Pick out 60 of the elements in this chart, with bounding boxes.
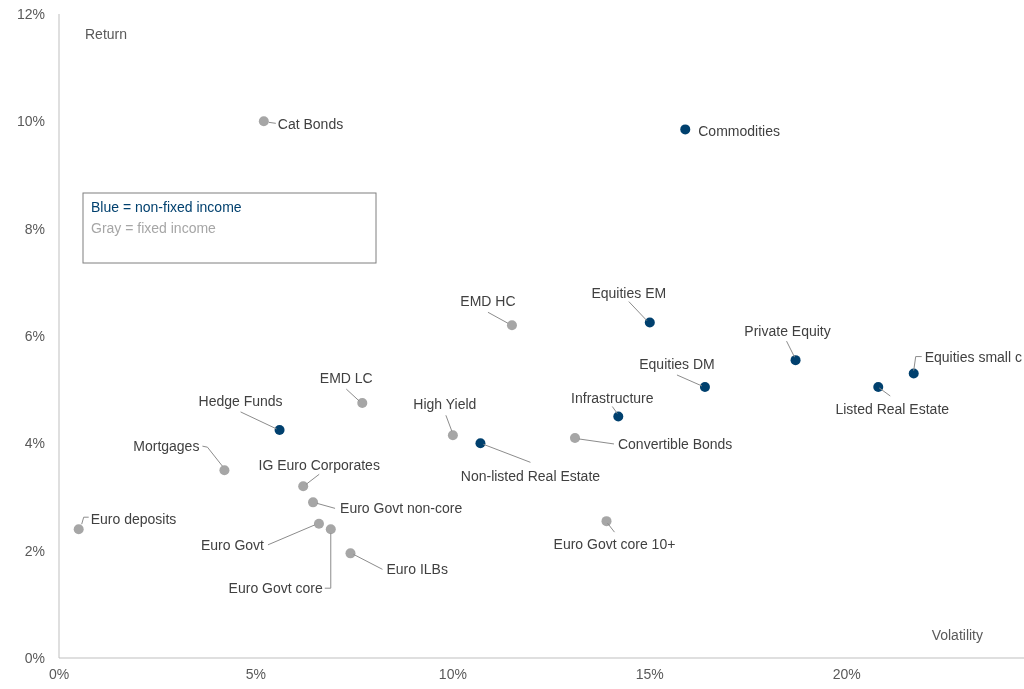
point — [699, 381, 710, 392]
annotation: Listed Real Estate — [835, 400, 950, 417]
annotation: Cat Bonds — [277, 116, 344, 133]
x-tick-label: 0% — [48, 665, 70, 682]
x-tick-label: 10% — [438, 665, 467, 682]
annotation: Gray = fixed income — [91, 220, 217, 236]
y-axis-title: Return — [85, 26, 128, 42]
point — [644, 317, 655, 328]
x-axis-title: Volatility — [931, 627, 983, 643]
point — [308, 497, 319, 508]
point — [325, 524, 336, 535]
point — [313, 518, 324, 529]
x-tick-label: 20% — [832, 665, 861, 682]
annotation: EMD HC — [460, 293, 516, 310]
point — [908, 368, 919, 379]
point — [601, 516, 612, 527]
annotation: High Yield — [413, 396, 477, 413]
point — [569, 432, 580, 443]
y-tick-label: 4% — [24, 435, 45, 452]
point — [274, 424, 285, 435]
x-tick-label: 15% — [635, 665, 664, 682]
annotation: Euro Govt — [200, 536, 265, 553]
annotation: Commodities — [698, 123, 780, 140]
annotation: Equities DM — [639, 355, 715, 372]
annotation: Euro ILBs — [386, 561, 448, 578]
point — [345, 548, 356, 559]
annotation: Convertible Bonds — [617, 435, 733, 452]
point — [475, 438, 486, 449]
annotation: EMD LC — [319, 370, 373, 387]
annotation: Blue = non-fixed income — [91, 199, 242, 215]
annotation: Equities EM — [591, 284, 667, 301]
point — [73, 524, 84, 535]
y-tick-label: 12% — [16, 5, 45, 22]
y-tick-label: 2% — [24, 542, 45, 559]
y-tick-label: 0% — [24, 649, 45, 666]
annotation: Equities small c — [924, 348, 1022, 365]
point — [613, 411, 624, 422]
annotation: Mortgages — [133, 438, 200, 455]
y-tick-label: 6% — [24, 327, 45, 344]
point — [790, 355, 801, 366]
x-tick-label: 5% — [245, 665, 267, 682]
point — [258, 116, 269, 127]
y-tick-label: 10% — [16, 113, 45, 130]
y-tick-label: 8% — [24, 220, 45, 237]
point — [873, 381, 884, 392]
annotation: Private Equity — [744, 323, 831, 340]
annotation: Euro Govt non-core — [340, 500, 463, 517]
point — [447, 430, 458, 441]
point — [680, 124, 691, 135]
annotation: IG Euro Corporates — [258, 457, 380, 474]
point — [506, 320, 517, 331]
point — [298, 481, 309, 492]
annotation: Euro Govt core 10+ — [553, 536, 676, 553]
point — [357, 398, 368, 409]
annotation: Infrastructure — [571, 389, 654, 406]
annotation: Hedge Funds — [198, 392, 283, 409]
annotation: Non-listed Real Estate — [460, 468, 601, 485]
annotation: Euro Govt core — [228, 580, 323, 597]
point — [219, 465, 230, 476]
annotation: Euro deposits — [90, 511, 177, 528]
